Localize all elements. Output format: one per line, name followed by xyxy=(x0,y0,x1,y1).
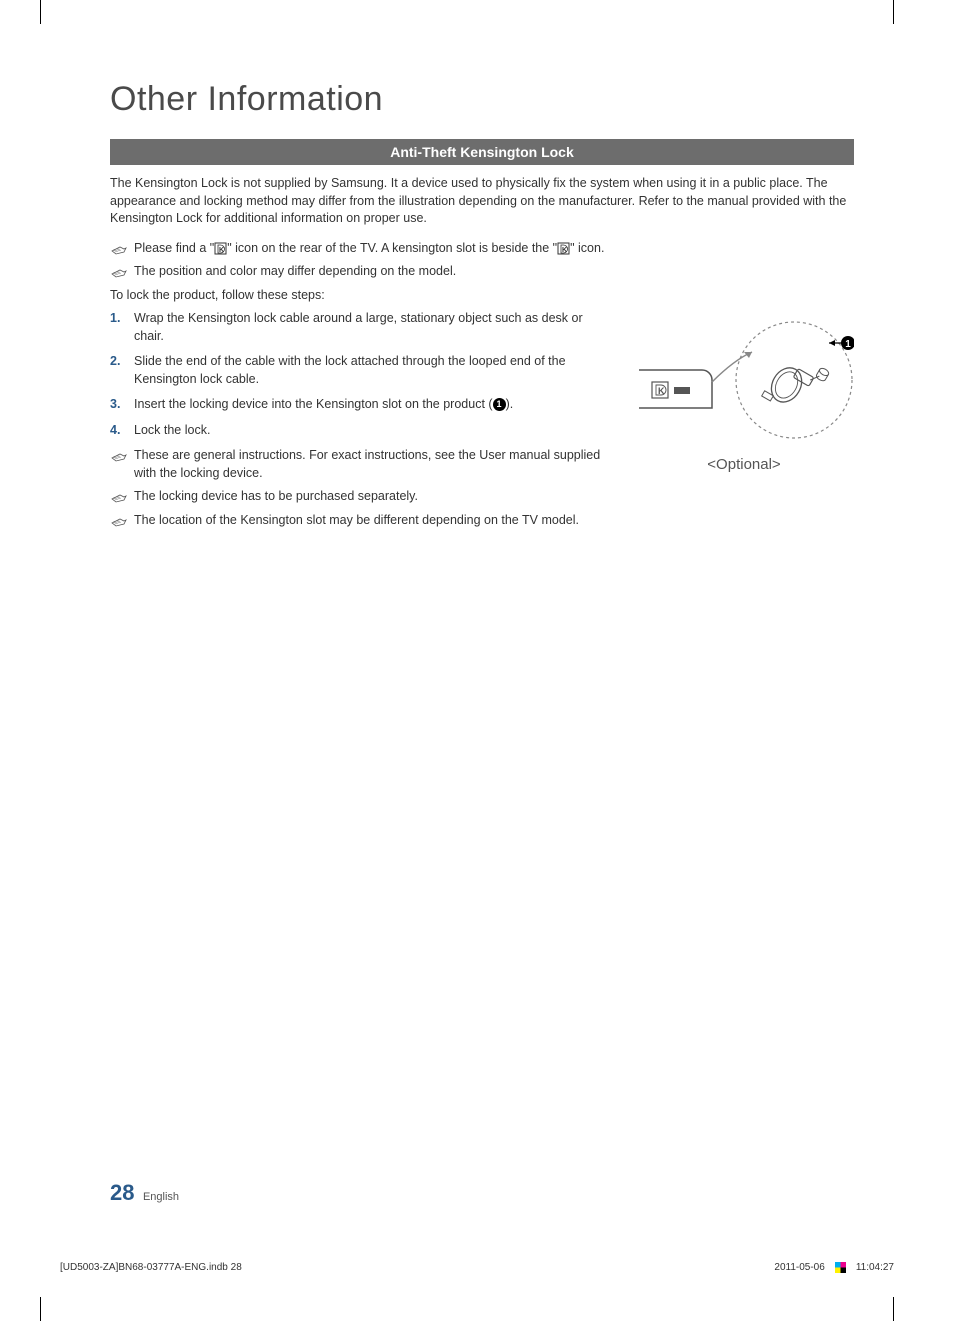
step-2: Slide the end of the cable with the lock… xyxy=(110,353,614,388)
step-4: Lock the lock. xyxy=(110,422,614,440)
section-header: Anti-Theft Kensington Lock xyxy=(110,139,854,165)
crop-marks-bottom xyxy=(0,1281,954,1321)
page-language: English xyxy=(143,1191,179,1203)
callout-number: 1 xyxy=(845,339,851,350)
right-column: K xyxy=(634,310,854,535)
kensington-illustration: K xyxy=(634,310,854,460)
print-file-name: [UD5003-ZA]BN68-03777A-ENG.indb 28 xyxy=(60,1262,242,1273)
note-icon xyxy=(110,264,128,278)
left-column: Wrap the Kensington lock cable around a … xyxy=(110,310,614,535)
step-1: Wrap the Kensington lock cable around a … xyxy=(110,310,614,345)
note-icon xyxy=(110,448,128,462)
svg-text:K: K xyxy=(562,247,567,254)
crop-marks-top xyxy=(0,0,954,40)
print-date: 2011-05-06 xyxy=(774,1262,824,1273)
step-3: Insert the locking device into the Kensi… xyxy=(110,396,614,414)
svg-text:K: K xyxy=(658,386,665,396)
page-content: Other Information Anti-Theft Kensington … xyxy=(110,80,854,535)
lead-in-text: To lock the product, follow these steps: xyxy=(110,287,854,305)
note-icon xyxy=(110,241,128,255)
circle-number-1: 1 xyxy=(493,398,506,411)
note-text-5: The location of the Kensington slot may … xyxy=(134,512,614,530)
note-item-4: The locking device has to be purchased s… xyxy=(110,488,614,506)
note-item-3: These are general instructions. For exac… xyxy=(110,447,614,482)
steps-list: Wrap the Kensington lock cable around a … xyxy=(110,310,614,439)
print-time: 11:04:27 xyxy=(856,1262,894,1273)
note-text-4: The locking device has to be purchased s… xyxy=(134,488,614,506)
kensington-k-icon: K xyxy=(214,242,227,255)
note-icon xyxy=(110,489,128,503)
note-text-1: Please find a "K" icon on the rear of th… xyxy=(134,240,854,258)
kensington-k-icon: K xyxy=(557,242,570,255)
note-icon xyxy=(110,513,128,527)
page-footer: 28 English xyxy=(110,1180,179,1206)
print-footer: [UD5003-ZA]BN68-03777A-ENG.indb 28 2011-… xyxy=(60,1262,894,1273)
color-guide-icon xyxy=(835,1262,846,1273)
note-text-2: The position and color may differ depend… xyxy=(134,263,854,281)
note-item-1: Please find a "K" icon on the rear of th… xyxy=(110,240,854,258)
content-row: Wrap the Kensington lock cable around a … xyxy=(110,310,854,535)
note-item-5: The location of the Kensington slot may … xyxy=(110,512,614,530)
note-item-2: The position and color may differ depend… xyxy=(110,263,854,281)
page-number: 28 xyxy=(110,1180,134,1205)
note-text-3: These are general instructions. For exac… xyxy=(134,447,614,482)
print-footer-right: 2011-05-06 11:04:27 xyxy=(774,1262,894,1273)
svg-text:K: K xyxy=(219,247,224,254)
intro-paragraph: The Kensington Lock is not supplied by S… xyxy=(110,175,854,228)
page-title: Other Information xyxy=(110,80,854,119)
